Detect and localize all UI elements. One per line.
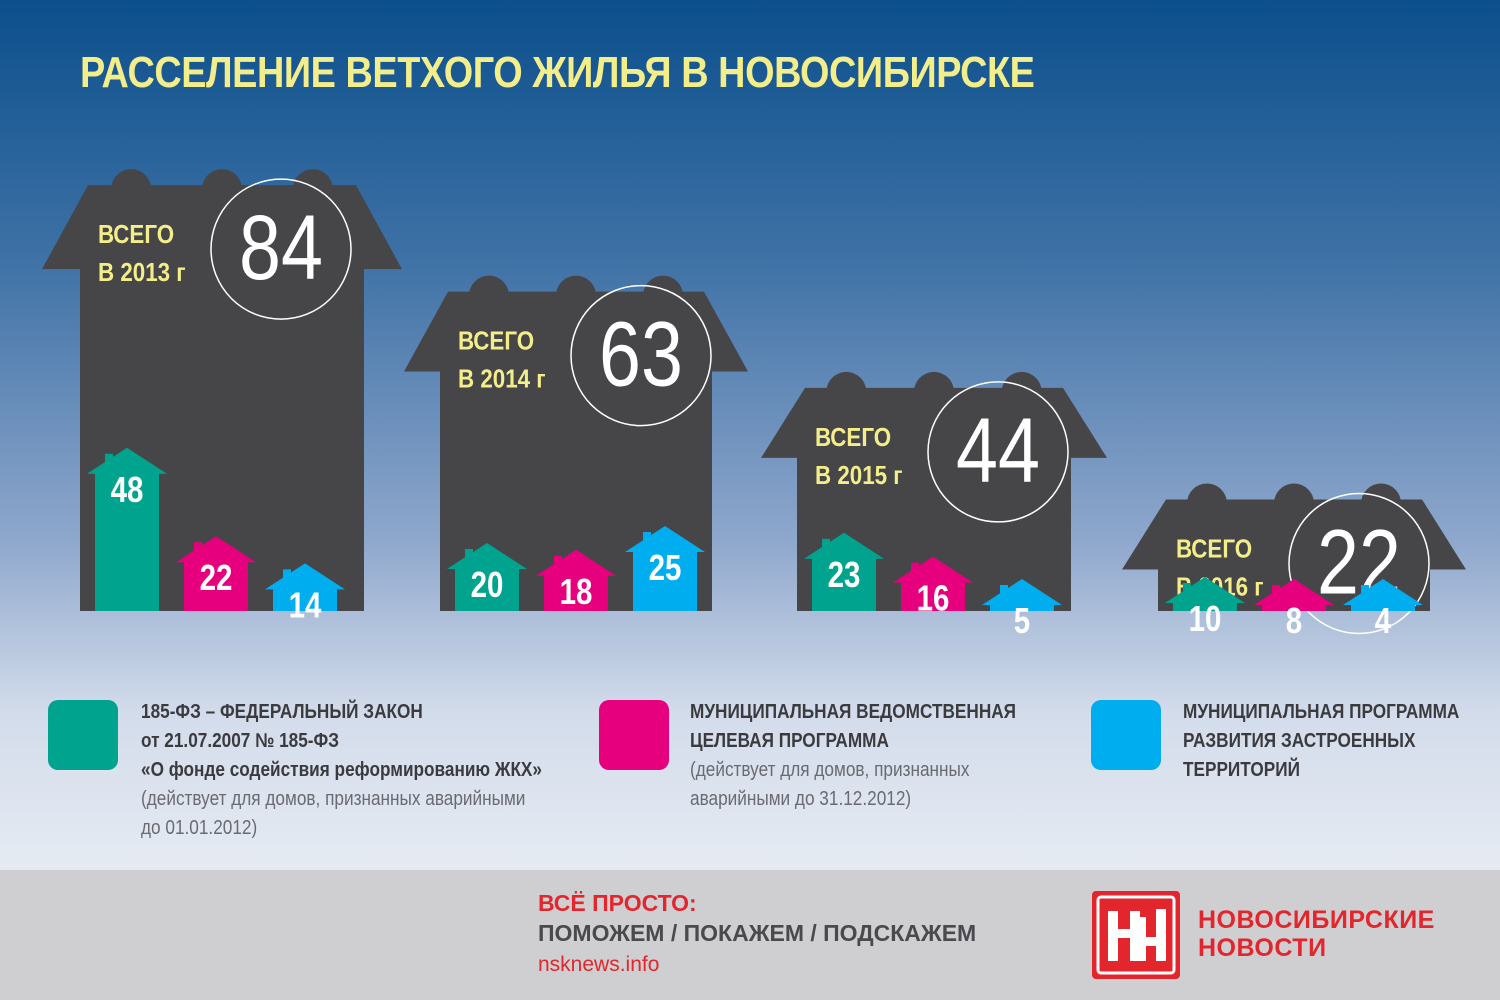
footer-motto-subtitle: ПОМОЖЕМ / ПОКАЖЕМ / ПОДСКАЖЕМ	[538, 920, 977, 946]
footer-motto-title: ВСЁ ПРОСТО:	[538, 890, 697, 916]
total-caption: В 2013 г	[98, 259, 186, 288]
total-caption: В 2015 г	[815, 461, 903, 490]
bar-house-2016-3	[1343, 579, 1423, 611]
bar-chimney	[643, 532, 651, 546]
legend-title-line: МУНИЦИПАЛЬНАЯ ВЕДОМСТВЕННАЯ	[690, 701, 1017, 723]
legend-title-line: «О фонде содействия реформированию ЖКХ»	[141, 759, 542, 781]
total-circle	[570, 284, 712, 427]
chart-title: РАССЕЛЕНИЕ ВЕТХОГО ЖИЛЬЯ В НОВОСИБИРСКЕ	[80, 48, 1035, 97]
nn-logo-icon	[1092, 891, 1180, 979]
data-label: 16	[917, 578, 950, 618]
brand-name-line: НОВОСТИ	[1198, 934, 1327, 962]
total-circle	[1288, 492, 1430, 635]
data-label: 4	[1375, 600, 1392, 640]
total-value: 84	[239, 196, 323, 299]
legend-note-line: (действует для домов, признанных аварийн…	[141, 788, 526, 810]
legend-note-line: до 01.01.2012)	[141, 817, 258, 839]
legend-item-departmental: МУНИЦИПАЛЬНАЯ ВЕДОМСТВЕННАЯ ЦЕЛЕВАЯ ПРОГ…	[690, 698, 1016, 814]
data-label: 5	[1014, 600, 1030, 640]
bar-house-2014-3	[625, 526, 705, 611]
bar-chimney	[1183, 583, 1191, 597]
bar-chimney	[554, 555, 562, 570]
legend-swatch-federal	[48, 700, 118, 770]
total-circle	[927, 381, 1069, 523]
bar-house-2013-1	[87, 447, 167, 611]
data-label: 10	[1189, 598, 1222, 638]
total-value: 63	[599, 302, 683, 405]
bar-chimney	[911, 562, 919, 577]
bar-chimney	[1000, 585, 1008, 599]
legend-title-line: ЦЕЛЕВАЯ ПРОГРАММА	[690, 730, 889, 752]
brand-name-line: НОВОСИБИРСКИЕ	[1198, 906, 1435, 934]
bar-house-2015-3	[982, 579, 1062, 611]
bar-house-2016-1	[1165, 577, 1245, 611]
footer-site-link[interactable]: nsknews.info	[538, 953, 660, 976]
data-label: 48	[111, 469, 144, 509]
data-label: 25	[649, 547, 682, 587]
legend-title-line: ТЕРРИТОРИЙ	[1183, 759, 1300, 781]
bar-house-2016-2	[1254, 579, 1334, 611]
data-label: 22	[200, 557, 233, 597]
legend-note-line: аварийными до 31.12.2012)	[690, 788, 912, 810]
bar-chimney	[1361, 585, 1369, 599]
data-label: 23	[828, 554, 861, 594]
legend-title-line: МУНИЦИПАЛЬНАЯ ПРОГРАММА	[1183, 701, 1460, 723]
legend-title-line: от 21.07.2007 № 185-ФЗ	[141, 730, 339, 752]
house-roof-2014	[404, 291, 748, 372]
legend-note-line: (действует для домов, признанных	[690, 759, 970, 781]
legend-item-federal: 185-ФЗ – ФЕДЕРАЛЬНЫЙ ЗАКОН от 21.07.2007…	[141, 698, 542, 843]
total-circle	[210, 178, 352, 320]
data-label: 14	[289, 585, 322, 625]
data-label: 20	[471, 564, 504, 604]
brand-name: НОВОСИБИРСКИЕ НОВОСТИ	[1198, 906, 1435, 962]
bar-chimney	[194, 542, 202, 557]
legend-title-line: 185-ФЗ – ФЕДЕРАЛЬНЫЙ ЗАКОН	[141, 701, 423, 723]
total-caption: ВСЕГО	[98, 221, 174, 250]
bar-chimney	[1272, 585, 1280, 599]
legend-swatch-departmental	[599, 700, 669, 770]
footer-bar	[0, 870, 1500, 1000]
total-caption: В 2014 г	[458, 365, 546, 394]
total-caption: ВСЕГО	[815, 423, 891, 452]
legend-item-territorial: МУНИЦИПАЛЬНАЯ ПРОГРАММА РАЗВИТИЯ ЗАСТРОЕ…	[1183, 698, 1459, 785]
data-label: 18	[560, 571, 593, 611]
total-value: 44	[956, 399, 1040, 502]
total-caption: ВСЕГО	[1176, 535, 1252, 564]
house-roof-2013	[42, 185, 402, 270]
bar-chimney	[822, 538, 830, 553]
bar-chimney	[283, 569, 291, 584]
bar-chimney	[105, 453, 113, 468]
bar-chimney	[465, 549, 473, 563]
data-label: 8	[1286, 600, 1302, 640]
bar-house-2013-3	[265, 563, 345, 611]
legend-title-line: РАЗВИТИЯ ЗАСТРОЕННЫХ	[1183, 730, 1416, 752]
total-caption: ВСЕГО	[458, 327, 534, 356]
legend-swatch-territorial	[1091, 700, 1161, 770]
house-roof-2016	[1122, 499, 1466, 570]
